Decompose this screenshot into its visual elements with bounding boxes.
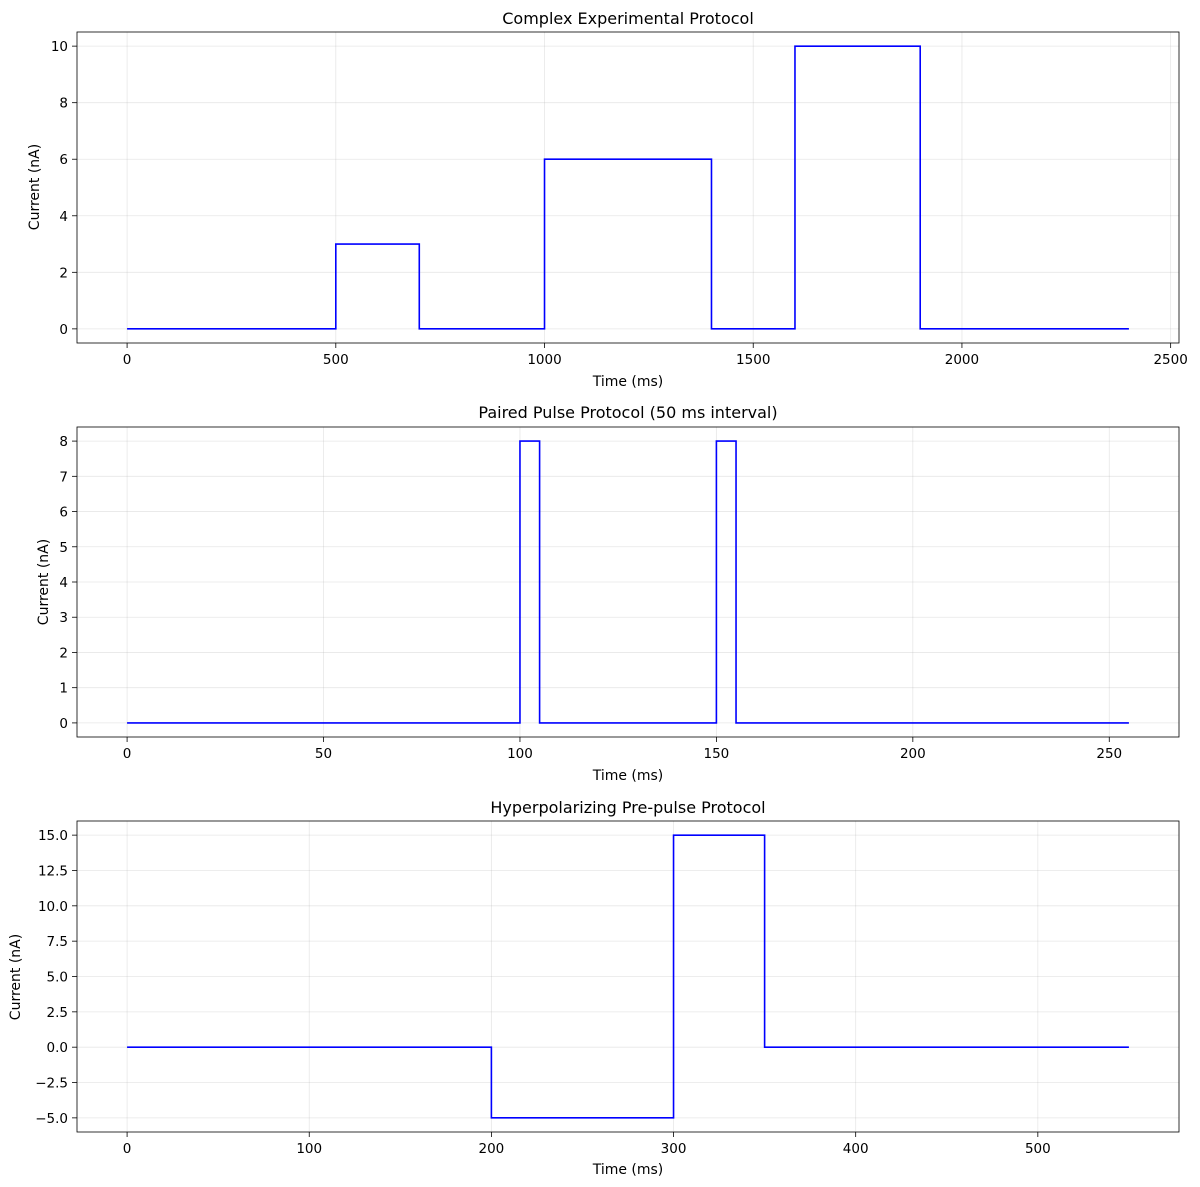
- y-tick-label: 15.0: [38, 828, 68, 844]
- x-tick-label: 200: [478, 1141, 504, 1157]
- y-tick-label: 12.5: [38, 863, 68, 879]
- y-tick-label: 0: [59, 716, 68, 732]
- x-tick-label: 100: [507, 746, 533, 762]
- x-tick-label: 0: [123, 746, 132, 762]
- y-tick-label: 2: [59, 645, 68, 661]
- y-tick-label: 3: [59, 610, 68, 626]
- plot-frame: [76, 820, 1180, 1133]
- y-tick-label: 8: [59, 96, 68, 112]
- panel-paired-pulse: Paired Pulse Protocol (50 ms interval) 0…: [36, 403, 1180, 784]
- current-trace: [127, 45, 1129, 330]
- x-tick-label: 50: [315, 746, 332, 762]
- y-axis-label: Current (nA): [8, 934, 24, 1020]
- x-tick-label: 200: [900, 746, 926, 762]
- x-axis-label: Time (ms): [592, 1162, 664, 1178]
- y-tick-label: −5.0: [35, 1111, 68, 1127]
- x-axis-label: Time (ms): [592, 768, 664, 784]
- y-tick-label: −2.5: [35, 1076, 68, 1092]
- panel-hyperpolarizing: Hyperpolarizing Pre-pulse Protocol 0 100 2…: [8, 798, 1180, 1178]
- y-tick-label: 4: [59, 209, 68, 225]
- y-tick-label: 1: [59, 681, 68, 697]
- y-tick-label: 10.0: [38, 899, 68, 915]
- y-tick-label: 0: [59, 322, 68, 338]
- y-tick-label: 5: [59, 540, 68, 556]
- x-tick-label: 1500: [736, 352, 770, 368]
- x-tick-label: 400: [843, 1141, 869, 1157]
- y-tick-label: 6: [59, 152, 68, 168]
- plot-frame: [76, 426, 1180, 738]
- y-tick-label: 2.5: [47, 1005, 68, 1021]
- y-tick-label: 8: [59, 434, 68, 450]
- y-tick-label: 4: [59, 575, 68, 591]
- y-tick-label: 10: [51, 39, 68, 55]
- y-tick-label: 0.0: [47, 1040, 68, 1056]
- x-tick-label: 0: [123, 352, 132, 368]
- y-axis-label: Current (nA): [36, 539, 52, 625]
- x-tick-label: 300: [661, 1141, 687, 1157]
- current-trace: [127, 440, 1129, 724]
- y-tick-label: 6: [59, 505, 68, 521]
- chart-title: Hyperpolarizing Pre-pulse Protocol: [490, 798, 765, 817]
- x-tick-label: 2000: [945, 352, 979, 368]
- x-tick-label: 250: [1096, 746, 1122, 762]
- plot-frame: [76, 31, 1180, 344]
- y-tick-label: 2: [59, 265, 68, 281]
- x-tick-label: 150: [704, 746, 730, 762]
- x-axis-label: Time (ms): [592, 374, 664, 390]
- current-trace: [127, 834, 1129, 1119]
- x-tick-label: 500: [1025, 1141, 1051, 1157]
- chart-title: Paired Pulse Protocol (50 ms interval): [478, 403, 777, 422]
- x-tick-label: 500: [323, 352, 349, 368]
- x-tick-label: 1000: [527, 352, 561, 368]
- y-tick-label: 7: [59, 469, 68, 485]
- panel-complex-protocol: Complex Experimental Protocol 0 500 1000 15…: [27, 9, 1188, 390]
- y-axis-label: Current (nA): [27, 144, 43, 230]
- x-tick-label: 2500: [1153, 352, 1187, 368]
- x-tick-label: 100: [296, 1141, 322, 1157]
- x-tick-label: 0: [123, 1141, 132, 1157]
- y-tick-label: 7.5: [47, 934, 68, 950]
- y-tick-label: 5.0: [47, 970, 68, 986]
- chart-title: Complex Experimental Protocol: [502, 9, 754, 28]
